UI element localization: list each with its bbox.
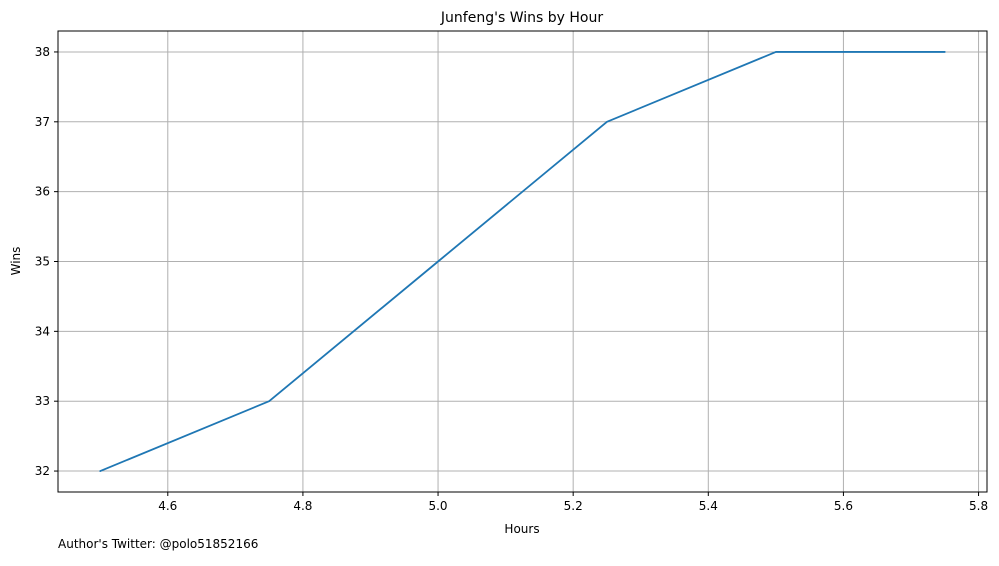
x-tick-label: 4.6 xyxy=(158,499,177,513)
tick-layer: 4.6 4.8 5.0 5.2 5.4 5.6 5.8 32 33 34 35 36 37 38 xyxy=(35,45,988,513)
y-tick-label: 32 xyxy=(35,464,50,478)
chart-title: Junfeng's Wins by Hour xyxy=(440,10,603,26)
y-tick-label: 38 xyxy=(35,45,50,59)
y-tick-label: 33 xyxy=(35,394,50,408)
series-line xyxy=(99,51,946,472)
y-tick-label: 35 xyxy=(35,255,50,269)
x-axis-label: Hours xyxy=(504,522,539,536)
x-tick-label: 5.6 xyxy=(834,499,853,513)
y-tick-label: 36 xyxy=(35,185,50,199)
author-twitter-note: Author's Twitter: @polo51852166 xyxy=(58,537,259,551)
series-layer xyxy=(99,51,946,472)
x-tick-label: 5.0 xyxy=(428,499,447,513)
y-tick-label: 37 xyxy=(35,115,50,129)
x-tick-label: 5.4 xyxy=(699,499,718,513)
x-tick-label: 4.8 xyxy=(293,499,312,513)
y-tick-label: 34 xyxy=(35,324,50,338)
x-tick-label: 5.2 xyxy=(564,499,583,513)
x-tick-label: 5.8 xyxy=(969,499,988,513)
y-axis-label: Wins xyxy=(9,247,23,276)
